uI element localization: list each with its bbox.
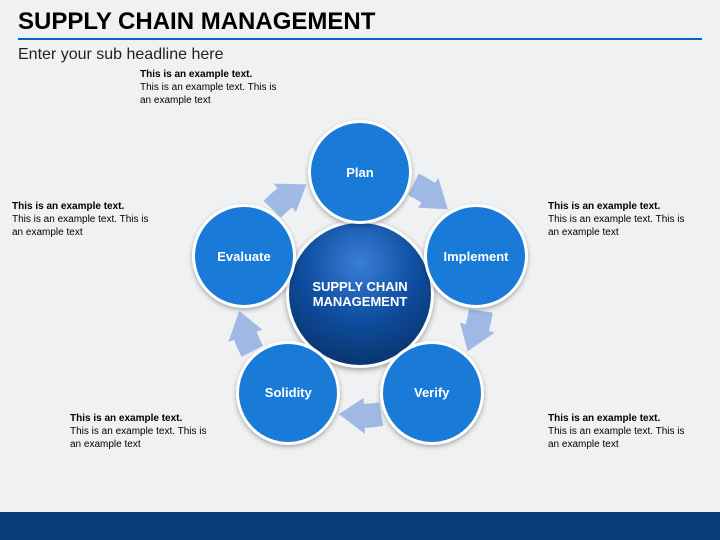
process-node-solidity: Solidity [236, 341, 340, 445]
callout-evaluate: This is an example text.This is an examp… [12, 200, 152, 239]
process-arrow [339, 398, 383, 434]
callout-body: This is an example text. This is an exam… [140, 81, 280, 107]
process-node-implement: Implement [424, 204, 528, 308]
process-node-label: Plan [346, 165, 373, 180]
page-title: SUPPLY CHAIN MANAGEMENT [18, 8, 702, 40]
center-node-label: SUPPLY CHAIN MANAGEMENT [289, 223, 431, 365]
process-node-label: Implement [444, 249, 509, 264]
callout-title: This is an example text. [548, 412, 688, 425]
callout-body: This is an example text. This is an exam… [548, 213, 688, 239]
callout-solidity: This is an example text.This is an examp… [70, 412, 210, 451]
slide-page: SUPPLY CHAIN MANAGEMENT Enter your sub h… [0, 0, 720, 540]
callout-title: This is an example text. [70, 412, 210, 425]
callout-verify: This is an example text.This is an examp… [548, 412, 688, 451]
process-node-verify: Verify [380, 341, 484, 445]
process-node-evaluate: Evaluate [192, 204, 296, 308]
callout-title: This is an example text. [12, 200, 152, 213]
process-node-label: Solidity [265, 385, 312, 400]
callout-body: This is an example text. This is an exam… [70, 425, 210, 451]
header: SUPPLY CHAIN MANAGEMENT Enter your sub h… [0, 0, 720, 64]
diagram-stage: SUPPLY CHAIN MANAGEMENT Plan Implement Ver… [0, 62, 720, 502]
process-arrow [460, 309, 495, 351]
callout-title: This is an example text. [140, 68, 280, 81]
process-node-label: Verify [414, 385, 449, 400]
callout-body: This is an example text. This is an exam… [12, 213, 152, 239]
callout-title: This is an example text. [548, 200, 688, 213]
callout-plan: This is an example text.This is an examp… [140, 68, 280, 107]
process-arrow [408, 174, 448, 210]
callout-body: This is an example text. This is an exam… [548, 425, 688, 451]
process-node-label: Evaluate [217, 249, 270, 264]
callout-implement: This is an example text.This is an examp… [548, 200, 688, 239]
footer-bar [0, 512, 720, 540]
process-node-plan: Plan [308, 120, 412, 224]
